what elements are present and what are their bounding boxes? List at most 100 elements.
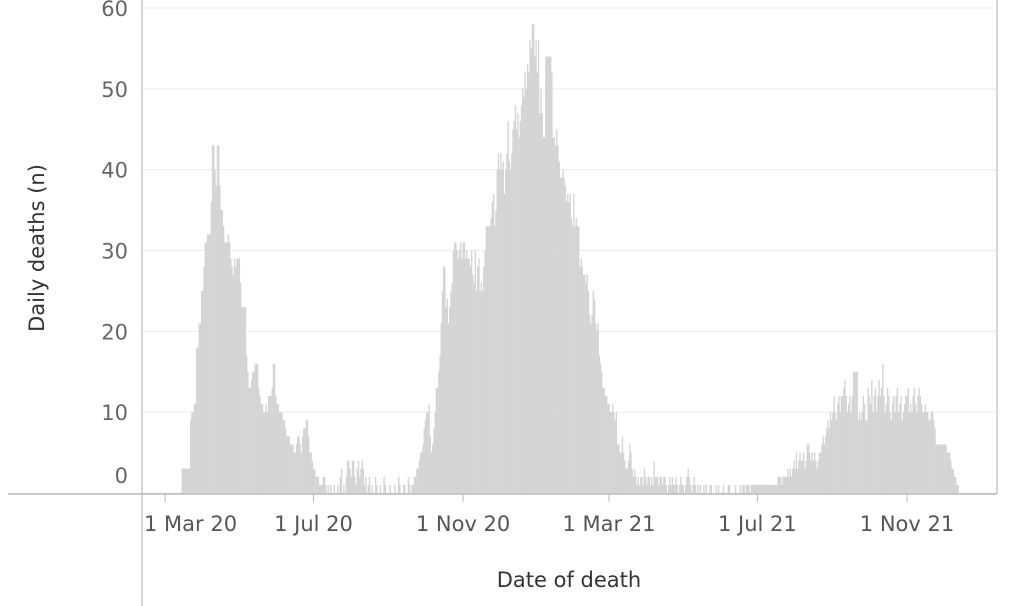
bar (286, 436, 288, 493)
bar (467, 258, 469, 493)
bar (304, 428, 306, 493)
bar (665, 484, 667, 493)
bar (198, 323, 200, 493)
bar (337, 484, 339, 493)
bar (882, 363, 884, 493)
bar (891, 404, 894, 493)
bar (759, 484, 761, 493)
bar (851, 396, 854, 493)
bar (478, 258, 480, 493)
bar (778, 476, 781, 493)
bar (503, 193, 506, 493)
bar (374, 476, 377, 493)
bar (202, 290, 204, 493)
bar (588, 315, 591, 493)
bar (643, 468, 646, 493)
bar (793, 460, 795, 493)
bar (865, 420, 867, 493)
bar (789, 468, 792, 493)
bar (605, 396, 608, 493)
bar (315, 476, 317, 493)
bar (519, 121, 522, 494)
bar (823, 444, 826, 493)
bar (567, 193, 569, 493)
bar (875, 412, 878, 493)
y-tick-label: 20 (101, 320, 128, 344)
bar (629, 444, 631, 493)
bar (755, 484, 757, 493)
bar (912, 396, 914, 493)
bar (607, 404, 609, 493)
bar (451, 282, 453, 493)
bar (697, 484, 699, 493)
bar (920, 404, 923, 493)
bar (376, 484, 378, 493)
bar (946, 452, 948, 493)
bar (443, 266, 445, 493)
bar (402, 484, 405, 493)
bar (693, 476, 695, 493)
bar (365, 476, 367, 493)
bar (225, 242, 227, 493)
bar (547, 56, 549, 493)
bar (292, 444, 294, 493)
bar (196, 347, 198, 493)
bar (672, 484, 675, 493)
bar (492, 193, 495, 493)
bar (762, 484, 765, 493)
bar (441, 290, 444, 493)
bar (237, 258, 239, 493)
bar (709, 484, 711, 493)
bar (828, 428, 830, 493)
bar (569, 193, 571, 493)
bar (546, 56, 548, 493)
bar (922, 412, 924, 493)
bar (231, 266, 233, 493)
bar (562, 169, 564, 493)
bar (322, 476, 324, 493)
bar (445, 307, 447, 493)
bar (224, 242, 226, 493)
bar (522, 88, 524, 493)
bar (841, 396, 844, 493)
bar (678, 484, 681, 493)
bar (267, 396, 270, 493)
bar (854, 371, 856, 493)
bar (318, 484, 321, 493)
bar (599, 363, 602, 493)
bar (243, 307, 245, 493)
bar (559, 177, 562, 493)
bar (199, 323, 202, 493)
bar (221, 210, 224, 494)
bar (407, 476, 410, 493)
bar (779, 476, 782, 493)
bar (438, 371, 440, 493)
bar (327, 484, 329, 493)
bar (642, 484, 644, 493)
bar (784, 476, 787, 493)
bar (235, 266, 237, 493)
bar (863, 404, 866, 493)
bar (422, 444, 424, 493)
bar (241, 307, 243, 493)
bar (591, 315, 593, 493)
bar (249, 387, 252, 493)
bar (619, 452, 621, 493)
bar (742, 484, 744, 493)
bar (839, 412, 841, 493)
bar (411, 484, 413, 493)
bar (953, 476, 956, 493)
bar (427, 412, 429, 493)
bar (597, 323, 599, 493)
bar (833, 396, 835, 493)
bars (181, 24, 959, 494)
bar (218, 145, 220, 493)
bar (357, 460, 360, 493)
bar (884, 412, 886, 493)
bar (850, 412, 852, 493)
bar (469, 266, 472, 493)
bar (444, 266, 446, 493)
bar (227, 234, 230, 494)
bar (277, 404, 279, 493)
bar (816, 468, 818, 493)
